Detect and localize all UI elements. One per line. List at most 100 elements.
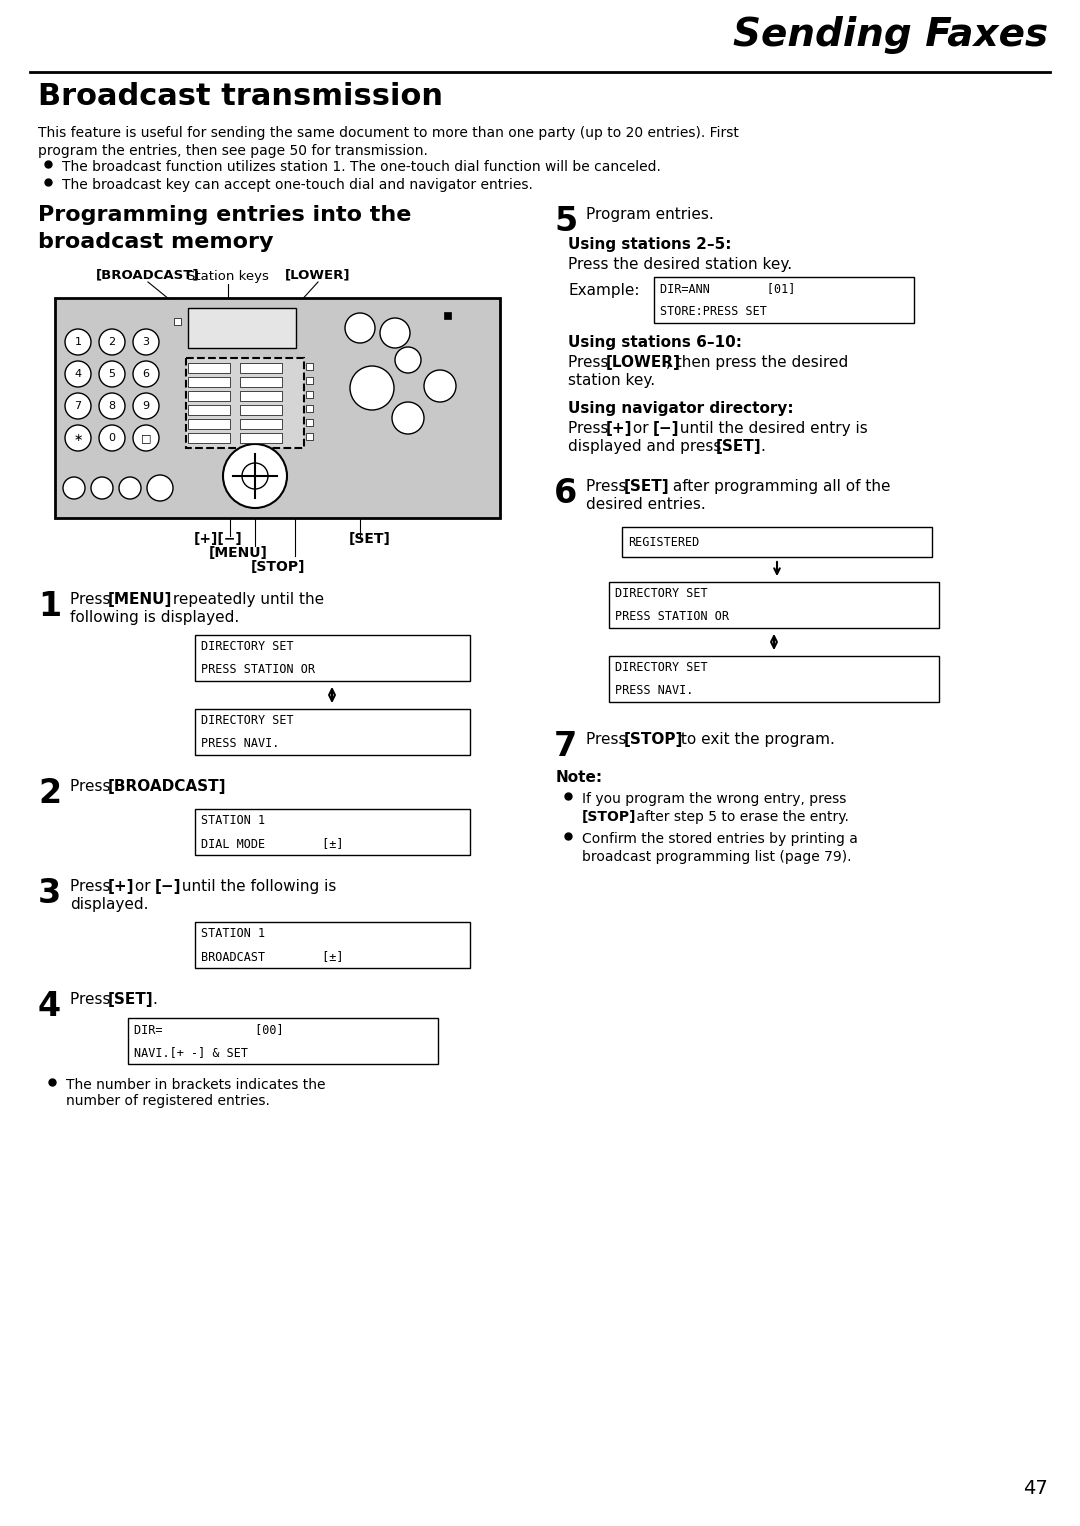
Text: Broadcast transmission: Broadcast transmission	[38, 82, 443, 111]
Circle shape	[380, 317, 410, 348]
Text: [SET]: [SET]	[349, 533, 391, 546]
Text: □: □	[140, 433, 151, 443]
Bar	[240, 433, 282, 443]
Text: 5: 5	[554, 204, 577, 238]
Text: Programming entries into the: Programming entries into the	[38, 204, 411, 224]
Circle shape	[65, 362, 91, 388]
Text: PRESS STATION OR: PRESS STATION OR	[201, 662, 315, 676]
Text: after programming all of the: after programming all of the	[669, 479, 891, 494]
Text: 6: 6	[554, 478, 577, 510]
Text: until the following is: until the following is	[177, 879, 336, 894]
Text: program the entries, then see page 50 for transmission.: program the entries, then see page 50 fo…	[38, 143, 428, 159]
Text: STATION 1: STATION 1	[201, 926, 265, 940]
Text: STATION 1: STATION 1	[201, 813, 265, 827]
Bar	[240, 404, 282, 415]
Bar	[188, 308, 296, 348]
Bar	[195, 922, 470, 967]
Bar	[654, 278, 914, 324]
Text: [BROADCAST]: [BROADCAST]	[96, 269, 200, 281]
Text: NAVI.[+ -] & SET: NAVI.[+ -] & SET	[134, 1045, 248, 1059]
Text: station key.: station key.	[568, 372, 656, 388]
Circle shape	[350, 366, 394, 410]
Text: Press: Press	[70, 879, 116, 894]
Text: Press: Press	[70, 778, 116, 794]
Text: 4: 4	[75, 369, 82, 378]
Text: This feature is useful for sending the same document to more than one party (up : This feature is useful for sending the s…	[38, 127, 739, 140]
Text: or: or	[130, 879, 156, 894]
Circle shape	[99, 330, 125, 356]
Text: 4: 4	[38, 990, 62, 1022]
Text: Press: Press	[568, 421, 613, 436]
Text: number of registered entries.: number of registered entries.	[66, 1094, 270, 1108]
Text: DIR=             [00]: DIR= [00]	[134, 1022, 284, 1036]
Bar	[306, 404, 313, 412]
Circle shape	[133, 330, 159, 356]
Circle shape	[65, 330, 91, 356]
Text: repeatedly until the: repeatedly until the	[168, 592, 324, 607]
Text: 2: 2	[108, 337, 116, 346]
Circle shape	[147, 475, 173, 501]
Bar	[240, 377, 282, 388]
Text: Station keys: Station keys	[187, 270, 269, 282]
Text: Press: Press	[70, 592, 116, 607]
Bar	[188, 404, 230, 415]
Text: following is displayed.: following is displayed.	[70, 610, 240, 626]
Text: [LOWER]: [LOWER]	[606, 356, 680, 369]
Circle shape	[345, 313, 375, 343]
Text: DIRECTORY SET: DIRECTORY SET	[201, 639, 294, 653]
Bar	[240, 420, 282, 429]
Bar	[188, 391, 230, 401]
Text: 0: 0	[108, 433, 116, 443]
Text: [−]: [−]	[156, 879, 181, 894]
Bar	[306, 420, 313, 426]
Text: DIRECTORY SET: DIRECTORY SET	[615, 588, 707, 600]
Text: If you program the wrong entry, press: If you program the wrong entry, press	[582, 792, 847, 806]
Text: broadcast memory: broadcast memory	[38, 232, 273, 252]
Text: [LOWER]: [LOWER]	[285, 269, 351, 281]
Circle shape	[392, 401, 424, 433]
Bar	[306, 377, 313, 385]
Text: 3: 3	[38, 877, 62, 909]
Bar	[240, 391, 282, 401]
Text: 1: 1	[75, 337, 81, 346]
Text: Confirm the stored entries by printing a: Confirm the stored entries by printing a	[582, 832, 858, 845]
Text: Example:: Example:	[568, 282, 639, 298]
Text: 47: 47	[1023, 1479, 1048, 1499]
Text: 6: 6	[143, 369, 149, 378]
Text: broadcast programming list (page 79).: broadcast programming list (page 79).	[582, 850, 851, 864]
Bar	[444, 311, 451, 319]
Text: to exit the program.: to exit the program.	[676, 732, 835, 748]
Text: Using navigator directory:: Using navigator directory:	[568, 401, 794, 417]
Circle shape	[133, 426, 159, 452]
Text: [+]: [+]	[606, 421, 633, 436]
Text: Press: Press	[586, 479, 632, 494]
Circle shape	[395, 346, 421, 372]
Circle shape	[119, 478, 141, 499]
Text: 7: 7	[554, 729, 577, 763]
Text: [STOP]: [STOP]	[582, 810, 636, 824]
Text: [MENU]: [MENU]	[208, 546, 268, 560]
Circle shape	[242, 462, 268, 488]
Text: [SET]: [SET]	[624, 479, 670, 494]
Circle shape	[99, 394, 125, 420]
Text: PRESS NAVI.: PRESS NAVI.	[201, 737, 280, 749]
Text: PRESS NAVI.: PRESS NAVI.	[615, 684, 693, 697]
Text: after step 5 to erase the entry.: after step 5 to erase the entry.	[632, 810, 849, 824]
Text: REGISTERED: REGISTERED	[627, 536, 699, 548]
Circle shape	[99, 362, 125, 388]
Text: [SET]: [SET]	[716, 439, 761, 455]
Bar	[195, 809, 470, 855]
Bar	[609, 581, 939, 629]
Text: DIAL MODE        [±]: DIAL MODE [±]	[201, 836, 343, 850]
Text: DIRECTORY SET: DIRECTORY SET	[615, 661, 707, 674]
Bar	[240, 363, 282, 372]
Text: DIR=ANN        [01]: DIR=ANN [01]	[660, 282, 795, 295]
Bar	[55, 298, 500, 517]
Text: .: .	[760, 439, 765, 455]
Text: [MENU]: [MENU]	[108, 592, 173, 607]
Circle shape	[133, 362, 159, 388]
Bar	[188, 363, 230, 372]
Text: Sending Faxes: Sending Faxes	[733, 15, 1048, 53]
Bar	[306, 433, 313, 439]
Circle shape	[65, 426, 91, 452]
